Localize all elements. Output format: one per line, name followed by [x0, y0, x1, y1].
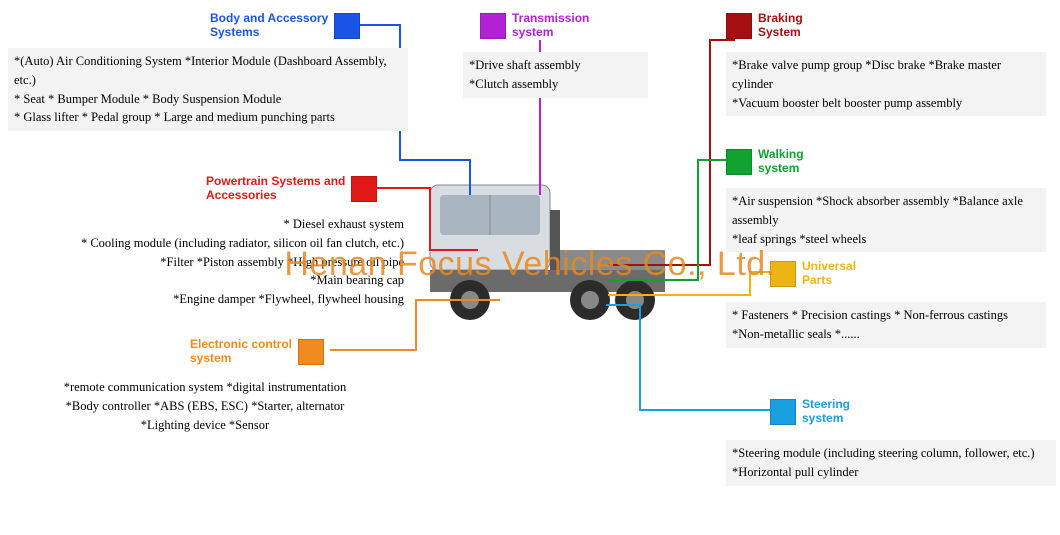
truck-illustration [425, 155, 675, 325]
body-systems-color-box [334, 13, 360, 39]
body-systems-items: *(Auto) Air Conditioning System *Interio… [8, 48, 408, 131]
transmission-color-box [480, 13, 506, 39]
body-systems-header: Body and Accessory Systems [210, 12, 360, 40]
steering-items: *Steering module (including steering col… [726, 440, 1056, 486]
transmission-title: Transmission system [512, 12, 589, 40]
transmission-items: *Drive shaft assembly*Clutch assembly [463, 52, 648, 98]
powertrain-items: * Diesel exhaust system* Cooling module … [6, 215, 404, 309]
braking-color-box [726, 13, 752, 39]
walking-items: *Air suspension *Shock absorber assembly… [726, 188, 1046, 252]
universal-items: * Fasteners * Precision castings * Non-f… [726, 302, 1046, 348]
universal-title: Universal Parts [802, 260, 856, 288]
braking-title: Braking System [758, 12, 803, 40]
electronic-items: *remote communication system *digital in… [6, 378, 404, 434]
braking-header: Braking System [726, 12, 803, 40]
powertrain-color-box [351, 176, 377, 202]
steering-header: Steering system [770, 398, 850, 426]
universal-color-box [770, 261, 796, 287]
powertrain-header: Powertrain Systems and Accessories [206, 175, 377, 203]
steering-color-box [770, 399, 796, 425]
powertrain-title: Powertrain Systems and Accessories [206, 175, 345, 203]
electronic-header: Electronic control system [190, 338, 324, 366]
steering-title: Steering system [802, 398, 850, 426]
electronic-color-box [298, 339, 324, 365]
transmission-header: Transmission system [480, 12, 589, 40]
walking-header: Walking system [726, 148, 804, 176]
universal-header: Universal Parts [770, 260, 856, 288]
braking-items: *Brake valve pump group *Disc brake *Bra… [726, 52, 1046, 116]
walking-title: Walking system [758, 148, 804, 176]
electronic-title: Electronic control system [190, 338, 292, 366]
walking-color-box [726, 149, 752, 175]
body-systems-title: Body and Accessory Systems [210, 12, 328, 40]
